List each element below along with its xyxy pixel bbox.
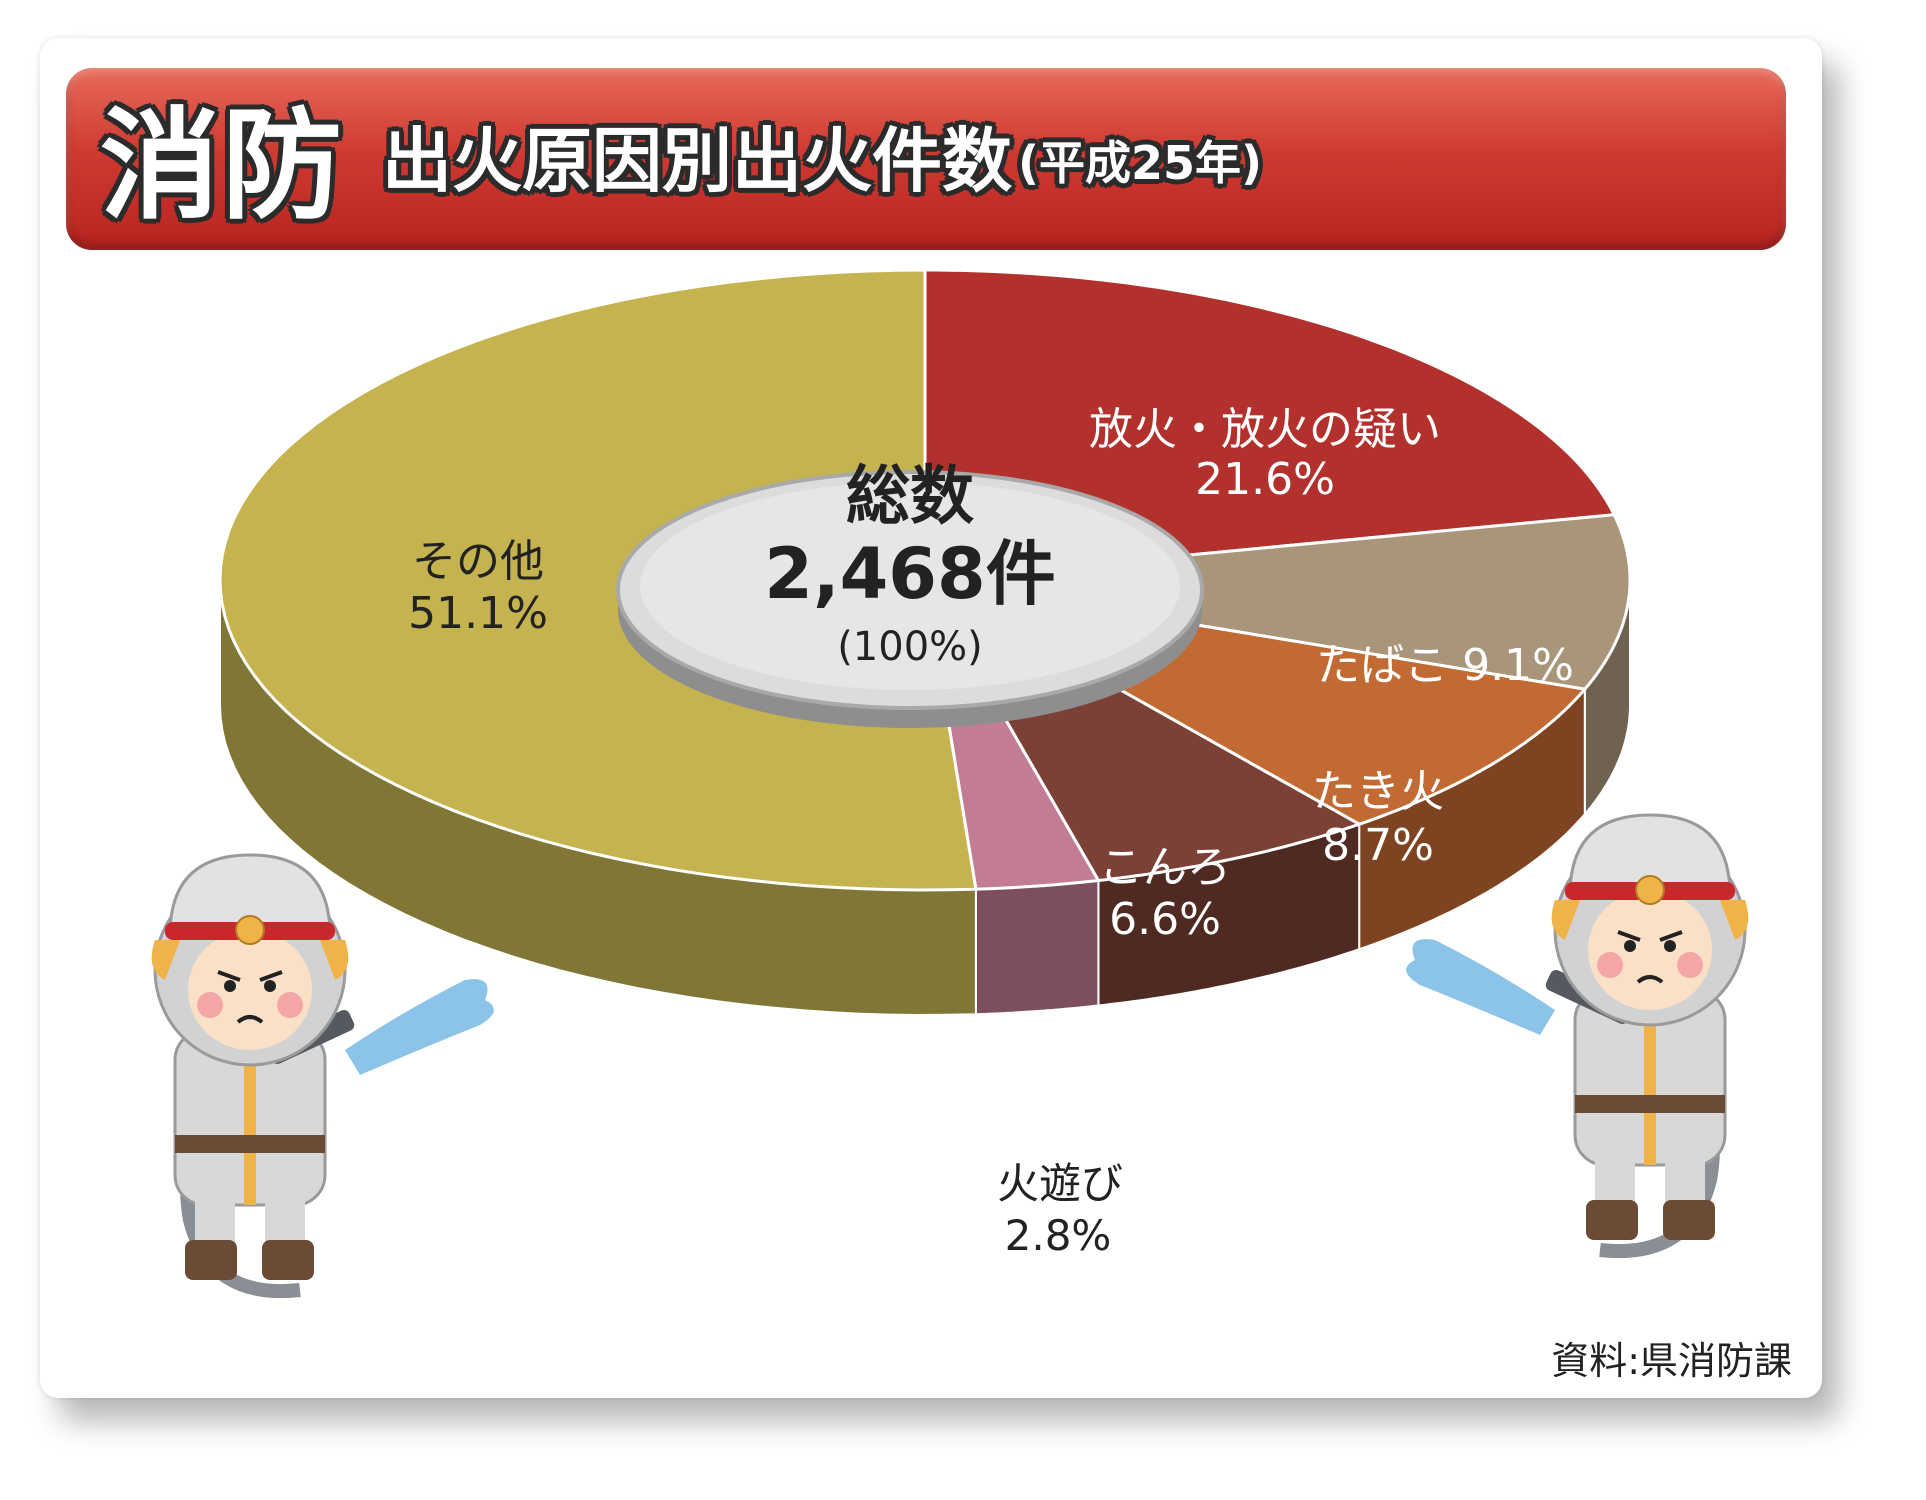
mouth bbox=[236, 1015, 264, 1024]
slice-value-0: 21.6% bbox=[1195, 454, 1335, 505]
coat-stripe bbox=[1644, 990, 1656, 1165]
slice-value-2: 8.7% bbox=[1322, 820, 1434, 871]
helmet bbox=[1568, 813, 1732, 897]
face bbox=[1588, 890, 1712, 1010]
water-spray bbox=[345, 979, 494, 1075]
helmet-badge bbox=[1635, 875, 1665, 905]
slice-label-0: 放火・放火の疑い bbox=[1089, 404, 1441, 455]
slice-label-5: その他 bbox=[412, 536, 544, 587]
boot bbox=[1663, 1200, 1715, 1240]
center-disc-inner bbox=[640, 482, 1180, 690]
pie-slice-5 bbox=[218, 268, 978, 892]
slice-label-3: こんろ bbox=[1099, 842, 1231, 893]
leg bbox=[1665, 1160, 1705, 1205]
source-note: 資料:県消防課 bbox=[1551, 1339, 1792, 1383]
cheek bbox=[1597, 952, 1623, 978]
title-year: (平成25年) bbox=[1018, 136, 1263, 190]
leg bbox=[265, 1200, 305, 1245]
center-total: 2,468件 bbox=[764, 533, 1055, 615]
brows bbox=[217, 970, 283, 982]
eye bbox=[224, 980, 236, 992]
slice-label-2: たき火 bbox=[1312, 766, 1444, 817]
slice-value-3: 6.6% bbox=[1109, 894, 1221, 945]
boot bbox=[262, 1240, 314, 1280]
slice-value-4: 2.8% bbox=[1005, 1211, 1112, 1260]
leg bbox=[1595, 1160, 1635, 1205]
slice-value-5: 51.1% bbox=[408, 588, 548, 639]
title-banner bbox=[66, 68, 1786, 250]
slice-label-4: 火遊び bbox=[997, 1159, 1123, 1208]
belt bbox=[1575, 1095, 1725, 1113]
face bbox=[188, 930, 312, 1050]
pie-side-4 bbox=[974, 879, 1100, 1016]
helmet bbox=[168, 853, 332, 937]
eye bbox=[1664, 940, 1676, 952]
coat-stripe bbox=[244, 1030, 256, 1205]
title-text: 消防 出火原因別出火件数 (平成25年) bbox=[100, 64, 1262, 246]
helmet-badge bbox=[235, 915, 265, 945]
boot bbox=[1586, 1200, 1638, 1240]
mouth bbox=[1636, 975, 1664, 984]
title-sub: 出火原因別出火件数 bbox=[382, 119, 1012, 202]
water-spray bbox=[1406, 939, 1555, 1035]
slice-label-1: たばこ 9.1% bbox=[1316, 640, 1574, 691]
helmet-flaps bbox=[1551, 900, 1749, 940]
brows bbox=[1617, 930, 1683, 942]
firefighter-left bbox=[151, 853, 494, 1299]
cheek bbox=[1677, 952, 1703, 978]
leg bbox=[195, 1200, 235, 1245]
pie-slice-1 bbox=[924, 513, 1632, 691]
center-percent: (100%) bbox=[837, 624, 983, 670]
boot bbox=[185, 1240, 237, 1280]
center-label: 総数 bbox=[846, 460, 974, 534]
cheek bbox=[277, 992, 303, 1018]
cheek bbox=[197, 992, 223, 1018]
eye bbox=[264, 980, 276, 992]
firefighter-right bbox=[1406, 813, 1749, 1259]
title-main: 消防 bbox=[100, 97, 344, 236]
helmet-flaps bbox=[151, 940, 349, 980]
belt bbox=[175, 1135, 325, 1153]
eye bbox=[1624, 940, 1636, 952]
